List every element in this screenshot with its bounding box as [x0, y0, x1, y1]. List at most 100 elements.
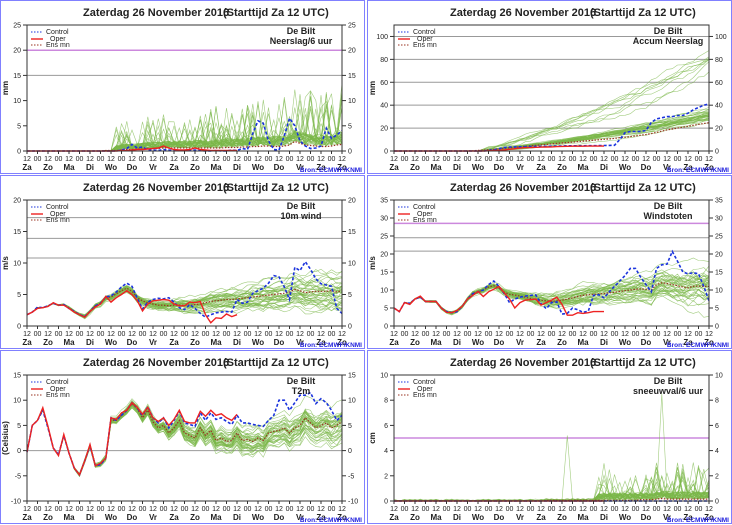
x-hour-label: 12 — [317, 156, 325, 163]
x-hour-label: 00 — [590, 331, 598, 338]
x-day-label: Zo — [410, 338, 420, 347]
x-hour-label: 12 — [296, 331, 304, 338]
y-tick-label: 0 — [17, 149, 21, 156]
x-hour-label: 00 — [307, 156, 315, 163]
x-day-label: Zo — [337, 513, 347, 522]
x-day-label: Vr — [516, 163, 524, 172]
x-day-label: Za — [316, 163, 326, 172]
x-hour-label: 12 — [65, 331, 73, 338]
y-tick-label: -10 — [11, 499, 21, 506]
x-day-label: Za — [22, 513, 32, 522]
y-tick-label-right: 6 — [715, 423, 719, 430]
chart-panel-gusts: Zaterdag 26 November 2016 (Starttijd Za … — [367, 175, 732, 349]
source-label: Bron: ECMWF/KNMI — [667, 517, 729, 524]
y-tick-label-right: 20 — [348, 48, 356, 55]
x-hour-label: 12 — [684, 156, 692, 163]
legend: Control Oper Ens mn — [31, 204, 70, 224]
x-hour-label: 00 — [506, 506, 514, 513]
y-tick-label: 60 — [380, 80, 388, 87]
x-day-label: Za — [169, 338, 179, 347]
x-day-label: Wo — [105, 513, 117, 522]
x-hour-label: 12 — [275, 156, 283, 163]
x-hour-label: 12 — [579, 156, 587, 163]
location-label: De Bilt — [654, 26, 683, 36]
y-tick-label-right: 20 — [715, 126, 723, 133]
legend-control-label: Control — [413, 379, 436, 386]
panel-title: Zaterdag 26 November 2016 — [83, 7, 229, 19]
x-day-label: Vr — [663, 513, 671, 522]
y-axis-label: cm — [368, 432, 377, 444]
x-day-label: Vr — [149, 338, 157, 347]
legend-control-label: Control — [46, 29, 69, 36]
legend-control-label: Control — [46, 204, 69, 211]
x-hour-label: 00 — [422, 331, 430, 338]
x-hour-label: 12 — [537, 156, 545, 163]
location-label: De Bilt — [287, 376, 316, 386]
x-hour-label: 12 — [474, 156, 482, 163]
x-hour-label: 12 — [233, 156, 241, 163]
y-tick-label-right: 5 — [348, 123, 352, 130]
panel-title: Zaterdag 26 November 2016 — [450, 7, 596, 19]
panel-start-time: (Starttijd Za 12 UTC) — [223, 182, 329, 194]
x-day-label: Vr — [663, 163, 671, 172]
y-tick-label-right: 5 — [348, 292, 352, 299]
y-tick-label-right: 25 — [348, 23, 356, 30]
y-tick-label: 10 — [380, 288, 388, 295]
x-hour-label: 12 — [107, 331, 115, 338]
x-day-label: Za — [683, 338, 693, 347]
x-hour-label: 12 — [86, 331, 94, 338]
x-hour-label: 12 — [149, 156, 157, 163]
legend-oper-label: Oper — [50, 386, 66, 393]
y-tick-label-right: -10 — [348, 499, 358, 506]
y-tick-label: 10 — [13, 398, 21, 405]
x-hour-label: 12 — [600, 506, 608, 513]
x-day-label: Za — [536, 338, 546, 347]
y-tick-label-right: 20 — [715, 252, 723, 259]
source-label: Bron: ECMWF/KNMI — [300, 167, 362, 174]
x-hour-label: 12 — [558, 156, 566, 163]
x-hour-label: 12 — [411, 156, 419, 163]
panel-title: Zaterdag 26 November 2016 — [83, 182, 229, 194]
ensemble-member-line — [26, 407, 343, 476]
y-tick-label-right: 8 — [715, 398, 719, 405]
x-hour-label: 12 — [107, 506, 115, 513]
x-hour-label: 12 — [149, 506, 157, 513]
x-hour-label: 00 — [97, 156, 105, 163]
x-hour-label: 00 — [76, 506, 84, 513]
y-tick-label: 0 — [17, 448, 21, 455]
x-hour-label: 12 — [705, 156, 713, 163]
y-tick-label-right: 0 — [715, 499, 719, 506]
y-tick-label-right: -5 — [348, 473, 354, 480]
y-tick-label: 30 — [380, 216, 388, 223]
y-tick-label-right: 10 — [715, 373, 723, 380]
x-hour-label: 00 — [97, 331, 105, 338]
x-hour-label: 00 — [76, 331, 84, 338]
legend-oper-label: Oper — [417, 211, 433, 218]
x-day-label: Do — [127, 163, 138, 172]
x-hour-label: 00 — [401, 506, 409, 513]
y-tick-label: 5 — [17, 423, 21, 430]
x-day-label: Za — [316, 513, 326, 522]
x-day-label: Zo — [704, 513, 714, 522]
legend-ensmean-label: Ens mn — [413, 42, 437, 49]
x-hour-label: 12 — [411, 331, 419, 338]
series-ens-mn — [26, 287, 343, 318]
x-hour-label: 00 — [590, 506, 598, 513]
x-day-label: Ma — [210, 513, 222, 522]
x-hour-label: 12 — [516, 156, 524, 163]
y-tick-label-right: 30 — [715, 216, 723, 223]
x-day-label: Wo — [252, 338, 264, 347]
x-hour-label: 00 — [118, 331, 126, 338]
y-tick-label-right: 10 — [348, 98, 356, 105]
panel-start-time: (Starttijd Za 12 UTC) — [590, 357, 696, 369]
legend-oper-label: Oper — [50, 36, 66, 43]
x-hour-label: 00 — [55, 331, 63, 338]
x-day-label: Do — [274, 163, 285, 172]
x-hour-label: 00 — [653, 331, 661, 338]
y-tick-label: 40 — [380, 103, 388, 110]
ensemble-member-line — [394, 61, 710, 152]
x-hour-label: 00 — [118, 506, 126, 513]
x-day-label: Vr — [149, 513, 157, 522]
x-hour-label: 12 — [254, 331, 262, 338]
x-hour-label: 00 — [548, 156, 556, 163]
